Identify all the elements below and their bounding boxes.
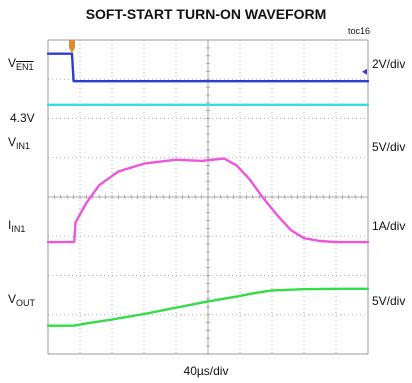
ven-label-sub: EN1: [16, 62, 34, 72]
ven-label-main: V: [8, 56, 17, 70]
vout-label: VOUT: [8, 292, 35, 308]
ground-reference-marker: [362, 68, 367, 75]
iin-scale: 1A/div: [372, 219, 406, 233]
ven-scale: 2V/div: [372, 57, 406, 71]
vin-label: VIN1: [8, 135, 30, 151]
iin-label: IIN1: [8, 218, 25, 234]
figure-code: toc16: [347, 26, 370, 36]
vout-scale: 5V/div: [372, 294, 406, 308]
ven-label: VEN1: [8, 56, 34, 72]
trace-ven: [46, 52, 370, 83]
trace-iin: [46, 157, 370, 244]
x-axis-scale: 40µs/div: [183, 364, 229, 378]
trigger-marker: [69, 40, 75, 53]
vout-label-main: V: [8, 292, 17, 306]
iin-label-main: I: [8, 218, 12, 232]
chart-title: SOFT-START TURN-ON WAVEFORM: [85, 6, 327, 22]
vin-scale: 5V/div: [372, 140, 406, 154]
vout-label-sub: OUT: [16, 298, 36, 308]
vin-label-sub: IN1: [16, 141, 31, 151]
vin-label-main: V: [8, 135, 17, 149]
trace-vout: [46, 287, 370, 327]
level-4v3-label: 4.3V: [10, 111, 35, 125]
iin-label-sub: IN1: [11, 224, 26, 234]
